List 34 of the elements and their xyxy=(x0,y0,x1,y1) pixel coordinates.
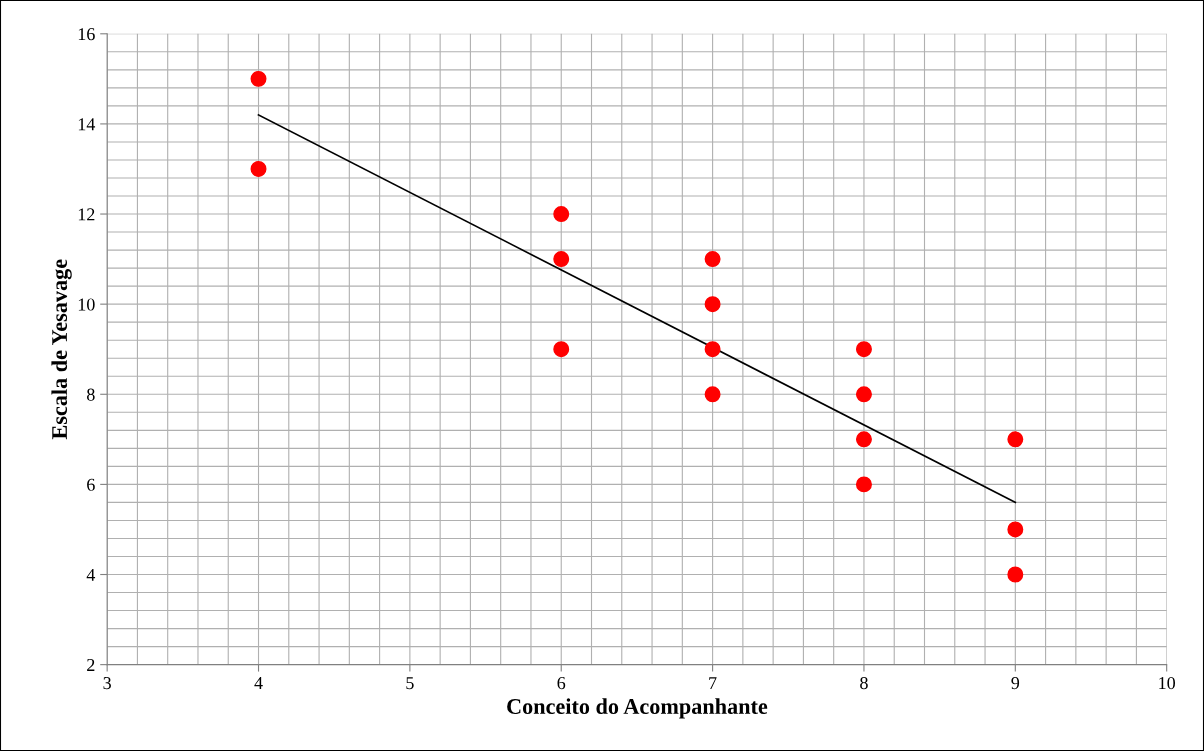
y-tick-label: 14 xyxy=(78,118,96,131)
point xyxy=(553,206,570,223)
x-tick-label: 10 xyxy=(1159,676,1176,690)
point xyxy=(855,386,872,403)
y-axis-title: Escala de Yesavage xyxy=(51,259,72,440)
x-tick-label: 9 xyxy=(1011,677,1020,690)
point xyxy=(1007,566,1024,583)
y-tick-label: 4 xyxy=(86,568,96,581)
y-tick-label: 6 xyxy=(87,478,95,491)
x-tick-label: 6 xyxy=(557,677,566,690)
y-tick-label: 2 xyxy=(87,658,95,671)
point xyxy=(855,431,872,448)
point xyxy=(1007,521,1024,538)
y-tick-label: 10 xyxy=(78,298,95,311)
point xyxy=(704,341,721,358)
x-axis-title: Conceito do Acompanhante xyxy=(507,698,768,719)
point xyxy=(553,251,570,268)
y-tick-label: 8 xyxy=(87,388,95,401)
point xyxy=(704,251,721,268)
y-tick-label: 12 xyxy=(78,208,95,221)
point xyxy=(704,386,721,403)
point xyxy=(1007,431,1024,448)
point xyxy=(855,341,872,358)
point xyxy=(704,296,721,313)
x-tick-label: 5 xyxy=(406,677,414,690)
point xyxy=(553,341,570,358)
x-tick-label: 4 xyxy=(254,677,263,689)
x-tick-label: 3 xyxy=(103,677,111,690)
point xyxy=(855,476,872,493)
point xyxy=(250,70,267,87)
y-tick-label: 16 xyxy=(78,28,95,41)
x-tick-label: 8 xyxy=(860,676,868,690)
x-tick-label: 7 xyxy=(709,677,717,689)
point xyxy=(250,160,267,177)
